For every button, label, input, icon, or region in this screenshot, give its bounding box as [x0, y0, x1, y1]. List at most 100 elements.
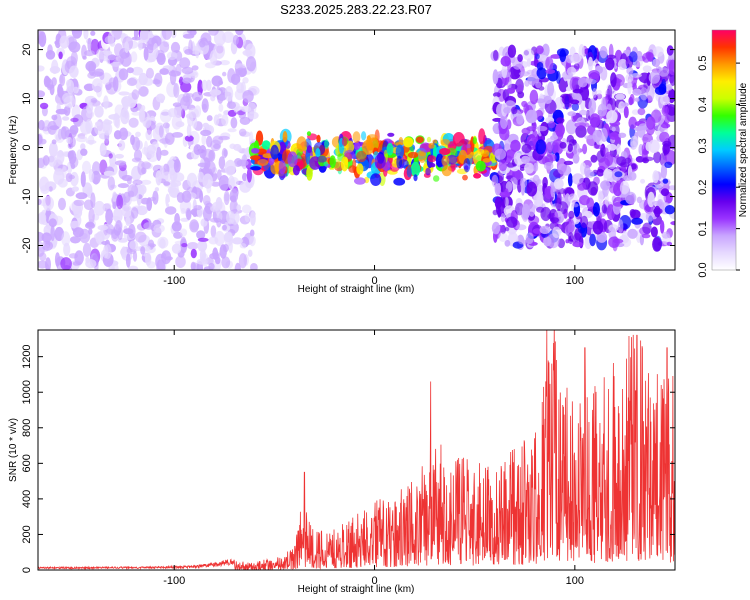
- heatmap-cell: [628, 96, 634, 106]
- heatmap-cell: [128, 117, 139, 128]
- heatmap-cell: [504, 227, 510, 232]
- heatmap-cell: [45, 50, 56, 60]
- heatmap-cell: [125, 253, 131, 268]
- heatmap-cell: [213, 43, 225, 60]
- heatmap-cell: [354, 141, 361, 151]
- heatmap-cell: [642, 65, 652, 73]
- heatmap-cell: [127, 184, 139, 197]
- heatmap-cell: [228, 238, 233, 254]
- heatmap-cell: [41, 232, 52, 243]
- heatmap-cell: [107, 31, 115, 46]
- heatmap-cell: [306, 145, 313, 154]
- heatmap-cell: [658, 67, 670, 77]
- heatmap-cell: [660, 188, 670, 197]
- heatmap-cell: [38, 65, 45, 72]
- heatmap-cell: [104, 244, 112, 259]
- heatmap-cell: [139, 30, 150, 43]
- heatmap-cell: [506, 162, 516, 168]
- heatmap-cell: [175, 255, 186, 268]
- heatmap-cell: [462, 174, 468, 181]
- heatmap-cell: [146, 197, 153, 212]
- heatmap-cell: [553, 178, 564, 190]
- heatmap-cell: [59, 35, 69, 49]
- heatmap-cell: [145, 150, 155, 159]
- heatmap-cell: [574, 122, 587, 128]
- heatmap-cell: [146, 67, 154, 79]
- heatmap-cell: [664, 205, 675, 215]
- heatmap-cell: [112, 191, 117, 202]
- heatmap-cell: [521, 155, 531, 164]
- heatmap-cell: [257, 159, 269, 166]
- heatmap-cell: [188, 39, 193, 55]
- heatmap-cell: [563, 160, 574, 166]
- heatmap-cell: [603, 147, 609, 158]
- heatmap-cell: [241, 105, 252, 113]
- heatmap-cell: [131, 207, 139, 219]
- heatmap-cell: [201, 133, 207, 146]
- heatmap-cell: [61, 166, 67, 178]
- heatmap-cell: [42, 155, 50, 166]
- heatmap-cell: [641, 233, 651, 239]
- heatmap-cell: [213, 114, 220, 126]
- heatmap-cell: [250, 166, 262, 171]
- heatmap-cell: [535, 139, 546, 155]
- heatmap-cell: [633, 126, 644, 131]
- heatmap-cell: [516, 114, 524, 125]
- heatmap-cell: [38, 211, 47, 225]
- heatmap-cell: [573, 63, 580, 70]
- heatmap-cell: [660, 220, 665, 234]
- heatmap-cell: [522, 48, 535, 61]
- heatmap-cell: [526, 181, 538, 197]
- y-tick-label: -20: [21, 238, 33, 254]
- heatmap-cell: [48, 218, 57, 228]
- heatmap-cell: [246, 56, 257, 72]
- heatmap-cell: [181, 243, 188, 248]
- heatmap-cell: [82, 160, 91, 175]
- heatmap-cell: [118, 91, 130, 96]
- heatmap-cell: [494, 148, 507, 160]
- heatmap-cell: [374, 153, 386, 169]
- heatmap-cell: [165, 206, 177, 215]
- heatmap-cell: [69, 136, 76, 148]
- y-tick-label: 200: [21, 525, 33, 543]
- heatmap-cell: [501, 64, 508, 79]
- heatmap-cell: [209, 89, 222, 96]
- heatmap-cell: [221, 256, 231, 269]
- heatmap-cell: [316, 155, 327, 163]
- heatmap-cell: [130, 51, 138, 63]
- heatmap-cell: [41, 240, 54, 251]
- snr-series-line: [38, 330, 675, 570]
- heatmap-cell: [536, 61, 544, 71]
- heatmap-cell: [152, 43, 159, 59]
- heatmap-cell: [163, 181, 171, 186]
- heatmap-cell: [619, 180, 630, 195]
- heatmap-cell: [38, 119, 45, 131]
- heatmap-cell: [66, 36, 78, 51]
- colorbar-tick-label: 0.3: [697, 138, 709, 153]
- heatmap-cell: [630, 73, 642, 78]
- heatmap-cell: [440, 139, 450, 146]
- heatmap-cell: [600, 127, 608, 142]
- heatmap-cell: [639, 87, 649, 101]
- heatmap-cell: [239, 243, 247, 249]
- heatmap-cell: [158, 125, 164, 138]
- heatmap-cell: [568, 193, 578, 204]
- heatmap-cell: [592, 129, 602, 143]
- heatmap-cell: [166, 51, 178, 60]
- heatmap-cell: [569, 99, 580, 105]
- heatmap-cell: [568, 210, 575, 219]
- snr-y-label: SNR (10 * v/v): [8, 418, 19, 482]
- heatmap-cell: [316, 134, 321, 143]
- heatmap-cell: [615, 93, 626, 100]
- heatmap-cell: [230, 117, 238, 129]
- heatmap-cell: [160, 149, 169, 156]
- heatmap-cell: [418, 151, 427, 163]
- heatmap-cell: [534, 53, 540, 60]
- heatmap-cell: [81, 44, 87, 60]
- chart-title: S233.2025.283.22.23.R07: [280, 2, 432, 17]
- heatmap-cell: [117, 183, 129, 189]
- heatmap-cell: [209, 217, 222, 223]
- heatmap-cell: [535, 81, 542, 89]
- heatmap-cell: [250, 211, 256, 226]
- heatmap-cell: [140, 246, 146, 255]
